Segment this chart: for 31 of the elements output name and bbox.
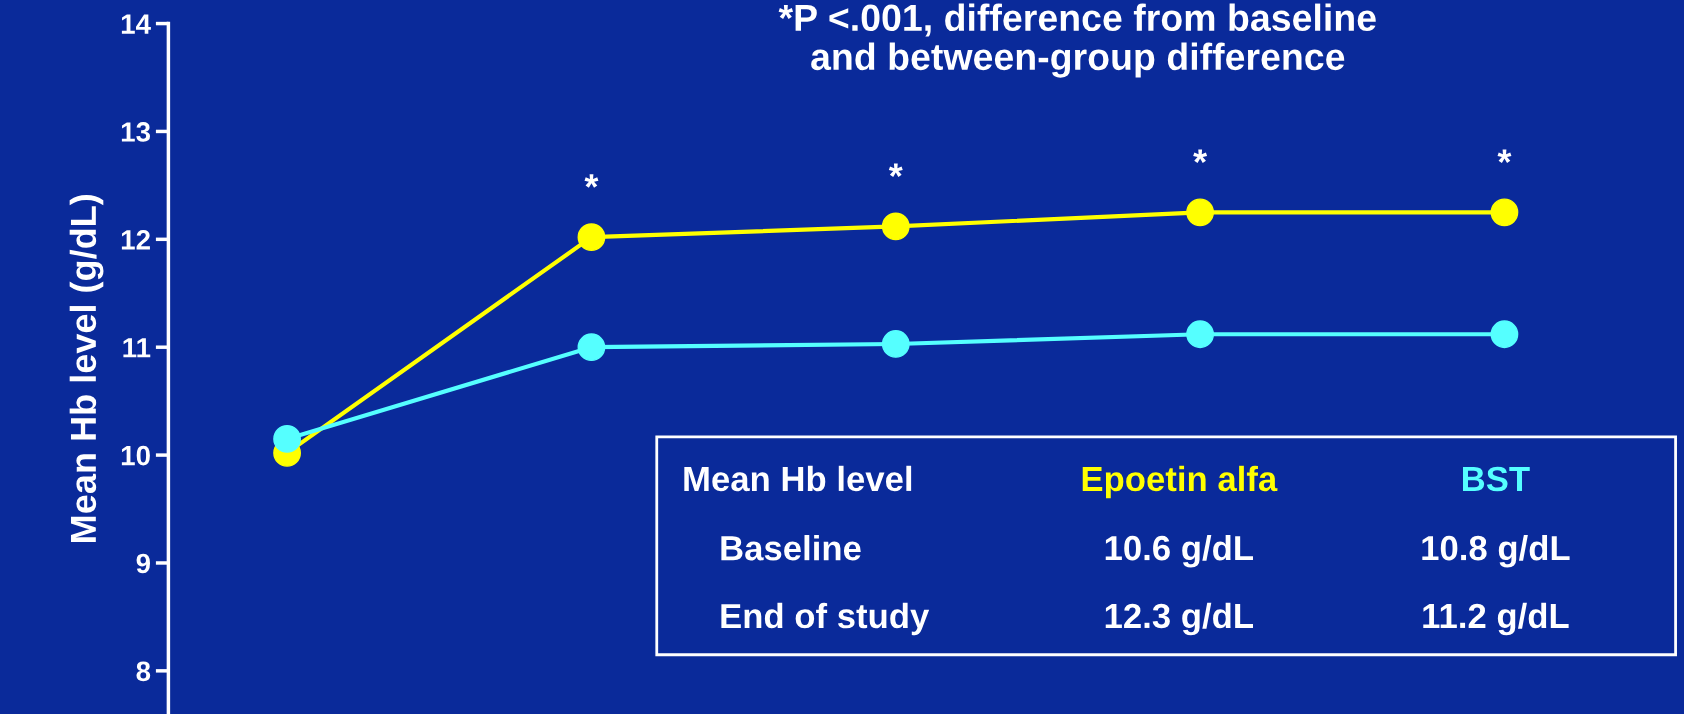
annotation: * xyxy=(1193,149,1208,163)
y-tick-label: 8 xyxy=(136,661,151,682)
annotation: 10.8 g/dL xyxy=(1422,534,1570,568)
point xyxy=(1186,198,1214,227)
y-axis-title: Mean Hb level (g/dL) xyxy=(69,195,104,542)
point xyxy=(1186,320,1214,349)
point xyxy=(273,425,301,453)
annotation: * xyxy=(1497,149,1512,163)
point xyxy=(1490,320,1519,349)
y-tick-label: 14 xyxy=(121,14,151,34)
text: Epoetin alfa xyxy=(1082,465,1278,499)
annotation: 12.3 g/dL xyxy=(1105,602,1253,636)
annotation: * xyxy=(888,163,903,177)
y-tick-label: 10 xyxy=(121,445,150,466)
y-tick-label: 12 xyxy=(121,229,150,250)
point xyxy=(881,212,910,241)
annotation: 11.2 g/dL xyxy=(1423,602,1569,636)
y-tick-label: 9 xyxy=(136,553,151,574)
text: BST xyxy=(1462,466,1530,492)
chart-title: *P <.001, difference from baseline and between-group difference xyxy=(778,3,1376,78)
point xyxy=(1490,198,1519,227)
y-tick-label: 11 xyxy=(123,338,151,358)
point xyxy=(577,333,606,362)
annotation: * xyxy=(584,174,599,188)
annotation: Baseline xyxy=(721,535,861,561)
point xyxy=(577,223,606,252)
annotation: Mean Hb level xyxy=(684,465,912,492)
annotation: 10.6 g/dL xyxy=(1105,534,1253,568)
y-tick-label: 13 xyxy=(121,122,151,142)
annotation: End of study xyxy=(721,602,930,636)
point xyxy=(881,330,910,358)
